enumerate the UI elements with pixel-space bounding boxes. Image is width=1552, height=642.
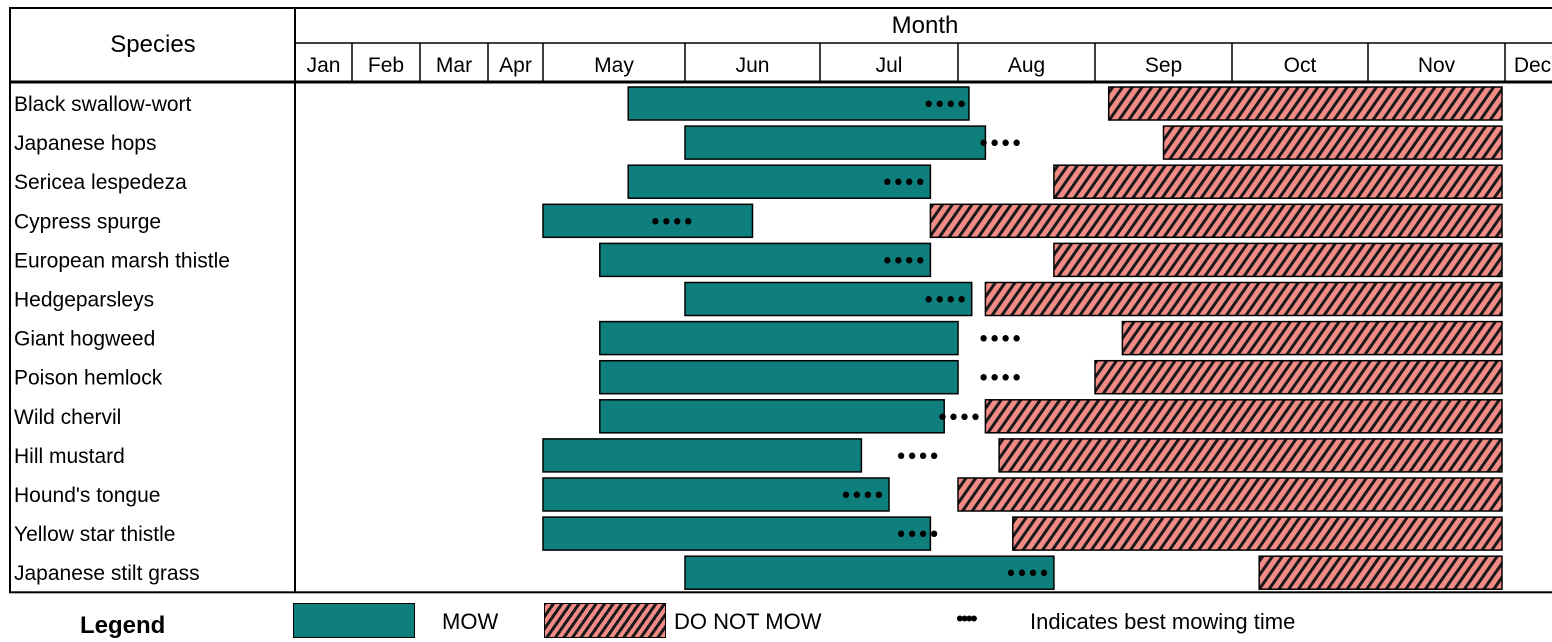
chart-grid	[9, 7, 1552, 594]
species-label: European marsh thistle	[14, 249, 230, 272]
month-label: Aug	[1008, 54, 1045, 77]
no-mow-bar	[1094, 359, 1503, 395]
month-label: Mar	[436, 54, 472, 77]
best-mowing-marker: ••••	[977, 132, 1021, 157]
no-mow-bar	[1121, 320, 1503, 356]
species-label: Japanese stilt grass	[14, 562, 200, 585]
month-header: Month	[892, 12, 959, 39]
month-label: May	[594, 54, 634, 77]
species-header: Species	[110, 31, 195, 58]
mow-bar	[684, 555, 1055, 590]
legend-title: Legend	[80, 612, 166, 639]
month-label: Jan	[307, 54, 341, 77]
mow-bar	[542, 516, 932, 551]
best-mowing-marker: ••••	[922, 93, 966, 118]
species-label: Hedgeparsleys	[14, 289, 154, 312]
species-label: Black swallow-wort	[14, 93, 192, 116]
no-mow-bar	[1162, 125, 1503, 160]
species-label: Yellow star thistle	[14, 523, 175, 546]
species-labels: Black swallow-wort Japanese hops Sericea l…	[14, 93, 230, 585]
month-labels: Jan Feb Mar Apr May Jun Jul Aug Sep Oct Nov Dec	[307, 54, 1552, 77]
legend-dots-label: Indicates best mowing time	[1030, 609, 1296, 634]
mow-bar	[542, 477, 890, 512]
mow-bar	[542, 203, 754, 239]
no-mow-bar	[1258, 555, 1503, 590]
month-label: Nov	[1418, 54, 1456, 77]
month-label: Apr	[499, 54, 532, 77]
mow-bar	[599, 399, 945, 434]
species-label: Hill mustard	[14, 445, 125, 468]
no-mow-bar	[984, 281, 1503, 317]
best-mowing-marker: ••••	[895, 523, 939, 548]
no-mow-bar	[998, 438, 1503, 473]
no-mow-bar	[1107, 86, 1503, 121]
species-label: Poison hemlock	[14, 367, 163, 390]
mow-bar	[627, 86, 970, 121]
no-mow-bar	[957, 477, 1503, 512]
best-mowing-marker: ••••	[1005, 562, 1049, 587]
best-mowing-marker: ••••	[922, 289, 966, 314]
best-mowing-marker: ••••	[881, 171, 925, 196]
legend-mow-label: MOW	[442, 609, 499, 634]
mow-bar	[627, 164, 932, 199]
mow-bar	[684, 125, 987, 160]
species-label: Japanese hops	[14, 132, 156, 155]
no-mow-bar	[1012, 516, 1503, 551]
month-label: Dec	[1514, 54, 1551, 77]
no-mow-bar	[1053, 242, 1503, 278]
month-label: Jul	[876, 54, 903, 77]
best-mowing-marker: ••••	[649, 210, 693, 235]
month-label: Jun	[736, 54, 770, 77]
bars: •••• •••• •••• •••• •••• •••• •••• •••• •••• ••••…	[542, 86, 1503, 590]
chart-frame	[9, 7, 1552, 594]
no-mow-bar	[1053, 164, 1503, 199]
month-label: Sep	[1145, 54, 1182, 77]
legend-mow-swatch	[293, 603, 415, 638]
legend-no-mow-label: DO NOT MOW	[674, 609, 822, 634]
best-mowing-marker: ••••	[839, 484, 883, 509]
best-mowing-marker: ••••	[977, 367, 1021, 392]
month-label: Oct	[1284, 54, 1317, 77]
mow-bar	[542, 438, 863, 473]
species-label: Wild chervil	[14, 406, 121, 429]
mow-bar	[599, 320, 959, 356]
legend-dots: ••••	[956, 606, 978, 631]
species-label: Hound's tongue	[14, 484, 160, 507]
best-mowing-marker: ••••	[881, 249, 925, 274]
month-label: Feb	[368, 54, 404, 77]
chart-header: Species Month	[110, 12, 958, 58]
species-label: Cypress spurge	[14, 210, 161, 233]
legend-no-mow-swatch	[544, 603, 666, 638]
mow-bar	[599, 359, 959, 395]
best-mowing-marker: ••••	[977, 328, 1021, 353]
mow-bar	[684, 281, 973, 317]
no-mow-bar	[984, 399, 1503, 434]
mow-bar	[599, 242, 932, 278]
best-mowing-marker: ••••	[936, 406, 980, 431]
species-label: Sericea lespedeza	[14, 171, 187, 194]
no-mow-bar	[929, 203, 1503, 239]
species-label: Giant hogweed	[14, 328, 155, 351]
best-mowing-marker: ••••	[895, 445, 939, 470]
mowing-gantt-chart: Species Month Jan Feb Mar Apr May Jun Jul Aug Se…	[9, 7, 1552, 594]
